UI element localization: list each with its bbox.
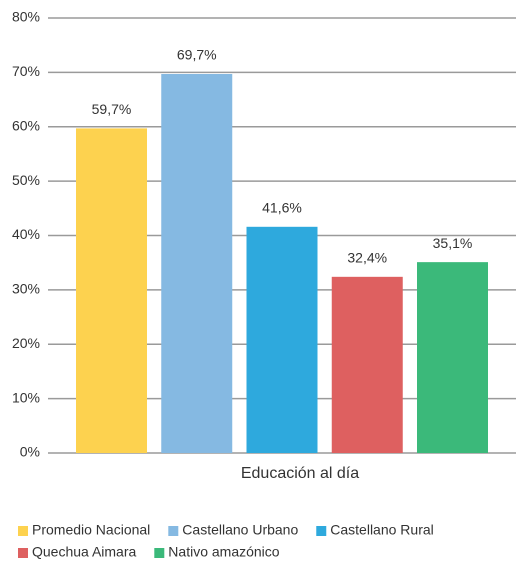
y-tick-label: 10% <box>12 389 40 405</box>
legend-label: Quechua Aimara <box>32 544 136 560</box>
x-tick-label: Educación al día <box>241 465 359 482</box>
value-label: 32,4% <box>347 250 387 266</box>
y-tick-label: 80% <box>12 9 40 25</box>
value-label: 69,7% <box>177 47 217 63</box>
legend-swatch <box>18 526 28 536</box>
y-tick-label: 30% <box>12 281 40 297</box>
value-label: 41,6% <box>262 200 302 216</box>
y-tick-label: 60% <box>12 117 40 133</box>
value-label: 59,7% <box>92 101 132 117</box>
legend-swatch <box>316 526 327 536</box>
legend-label: Castellano Urbano <box>182 522 298 538</box>
legend-swatch <box>154 548 165 558</box>
value-label: 35,1% <box>433 235 473 251</box>
legend-label: Promedio Nacional <box>32 522 150 538</box>
bar <box>161 74 233 453</box>
bar <box>246 226 318 453</box>
y-tick-label: 70% <box>12 63 40 79</box>
y-tick-label: 50% <box>12 172 40 188</box>
y-tick-label: 40% <box>12 226 40 242</box>
bar <box>76 128 147 453</box>
y-tick-label: 20% <box>12 335 40 351</box>
y-tick-label: 0% <box>20 444 40 460</box>
bar <box>417 262 488 453</box>
legend-label: Castellano Rural <box>330 522 434 538</box>
legend-swatch <box>18 548 28 558</box>
legend-swatch <box>168 526 179 536</box>
bar <box>331 276 403 453</box>
legend-label: Nativo amazónico <box>168 544 279 560</box>
